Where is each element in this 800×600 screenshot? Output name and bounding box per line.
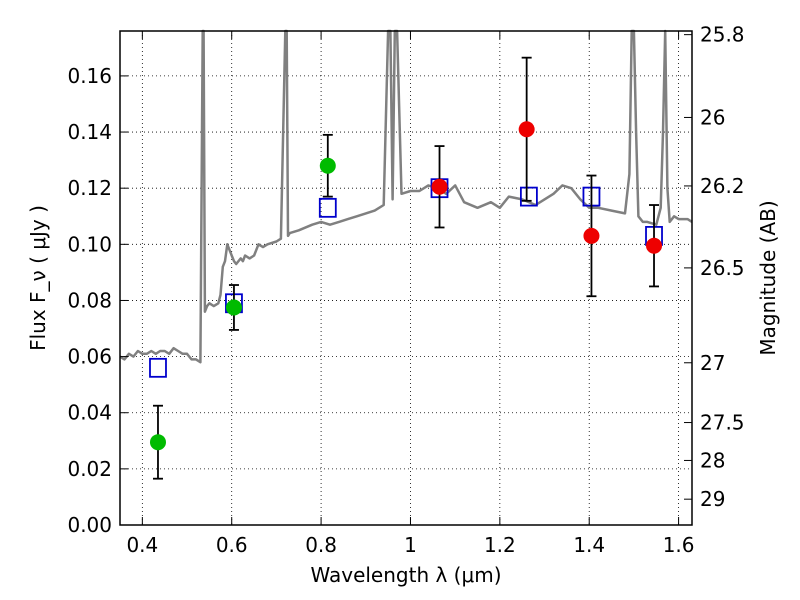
right-axis-label: Magnitude (AB)	[756, 200, 780, 355]
right-tick-label: 27.5	[700, 411, 745, 435]
x-tick-label: 0.6	[216, 533, 248, 557]
observed-flux-point	[518, 121, 535, 138]
plot-frame	[119, 30, 693, 526]
observed-flux-point	[149, 434, 166, 451]
axis-ticks: 0.4 0.6 0.8 1 1.2 1.4 1.6 0.00 0.02 0.04 0.06 0.08 0…	[67, 23, 744, 557]
right-tick-label: 26.5	[700, 256, 745, 280]
x-axis-label: Wavelength λ (μm)	[310, 563, 501, 587]
observed-flux-point	[431, 178, 448, 195]
x-tick-label: 1.6	[663, 533, 695, 557]
y-tick-label: 0.10	[67, 232, 112, 256]
right-tick-label: 29	[700, 487, 725, 511]
y-tick-label: 0.12	[67, 176, 112, 200]
observed-flux-point	[646, 237, 663, 254]
right-tick-label: 25.8	[700, 23, 745, 47]
right-tick-label: 26.2	[700, 174, 745, 198]
right-tick-label: 27	[700, 351, 725, 375]
observed-flux-point	[583, 227, 600, 244]
y-tick-label: 0.06	[67, 345, 112, 369]
y-tick-label: 0.02	[67, 457, 112, 481]
right-tick-label: 28	[700, 448, 725, 472]
model-flux-square	[318, 197, 337, 218]
model-flux-square	[149, 357, 167, 378]
y-tick-label: 0.00	[67, 513, 112, 537]
y-tick-label: 0.16	[67, 64, 112, 88]
x-tick-label: 1	[404, 533, 417, 557]
observed-flux-point	[225, 299, 242, 316]
x-tick-label: 0.4	[126, 533, 158, 557]
right-tick-label: 26	[700, 105, 725, 129]
y-axis-label: Flux F_ν ( μJy )	[26, 205, 50, 351]
spectrum-line	[119, 29, 693, 364]
y-tick-label: 0.08	[67, 288, 112, 312]
photometry-markers	[149, 56, 663, 480]
plot-background	[120, 31, 692, 525]
x-tick-label: 1.2	[484, 533, 516, 557]
y-tick-label: 0.14	[67, 120, 112, 144]
observed-flux-point	[319, 157, 336, 174]
model-flux-square	[519, 186, 538, 207]
model-spectrum	[119, 29, 693, 364]
y-tick-label: 0.04	[67, 401, 112, 425]
x-tick-label: 0.8	[305, 533, 337, 557]
x-tick-label: 1.4	[573, 533, 605, 557]
